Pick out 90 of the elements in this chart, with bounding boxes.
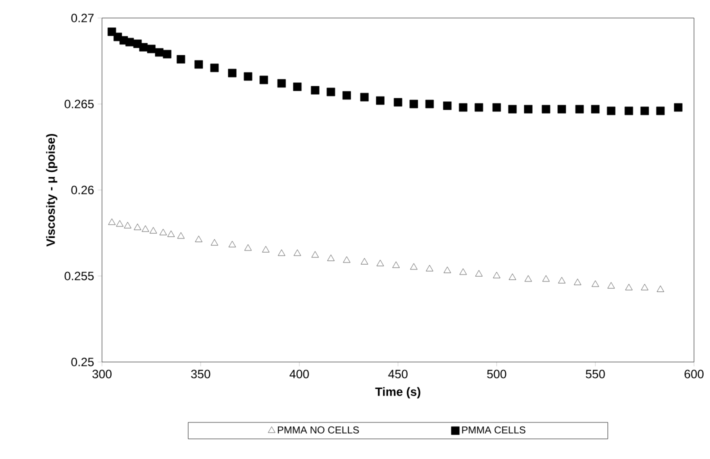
y-tick-label: 0.255 — [64, 272, 94, 280]
point — [624, 106, 634, 116]
point — [607, 282, 615, 289]
point — [310, 86, 320, 94]
point — [326, 88, 336, 96]
point — [293, 82, 302, 92]
point — [108, 218, 116, 225]
point — [558, 104, 566, 114]
point — [575, 104, 584, 114]
x-tick-label: 550 — [586, 370, 605, 378]
point — [147, 44, 156, 54]
point — [194, 60, 203, 69]
y-tick-label: 0.27 — [71, 14, 94, 22]
point — [150, 227, 157, 234]
point — [458, 103, 468, 112]
point — [260, 76, 268, 84]
point — [124, 222, 132, 228]
point — [162, 50, 172, 58]
point — [177, 232, 185, 239]
point — [228, 240, 236, 248]
point — [278, 249, 286, 256]
point — [294, 249, 302, 256]
point — [228, 68, 236, 78]
point — [195, 236, 202, 242]
point — [392, 261, 400, 268]
point — [674, 103, 682, 112]
point — [574, 278, 582, 286]
point — [640, 106, 649, 116]
point — [410, 100, 418, 108]
point — [508, 274, 516, 280]
point — [262, 246, 270, 252]
x-tick-label: 400 — [290, 370, 309, 378]
point — [210, 239, 218, 246]
x-tick-label: 350 — [191, 370, 210, 378]
point — [542, 275, 550, 282]
point — [425, 100, 434, 108]
point — [641, 284, 648, 290]
point — [277, 79, 286, 88]
point — [444, 266, 451, 274]
point — [542, 104, 550, 114]
point — [327, 254, 335, 261]
point — [139, 43, 148, 52]
point — [376, 96, 384, 105]
point — [160, 228, 167, 236]
point — [475, 270, 483, 276]
point — [343, 256, 350, 263]
y-tick-label: 0.265 — [64, 100, 94, 108]
point — [474, 103, 484, 112]
point — [244, 244, 252, 251]
point — [656, 106, 665, 116]
point — [508, 104, 517, 114]
point — [591, 104, 600, 114]
point — [656, 286, 664, 292]
point — [394, 98, 402, 106]
x-tick-label: 300 — [92, 370, 112, 378]
legend-label: PMMA NO CELLS — [278, 426, 359, 434]
point — [125, 38, 134, 46]
x-tick-label: 500 — [487, 370, 506, 378]
point — [459, 268, 467, 275]
legend-label: PMMA CELLS — [462, 426, 526, 434]
x-tick-label: 450 — [388, 370, 408, 378]
point — [493, 272, 500, 278]
point — [426, 264, 434, 272]
point — [155, 48, 164, 57]
point — [524, 104, 532, 114]
point — [625, 284, 633, 290]
point — [360, 258, 368, 264]
point — [342, 91, 351, 100]
point — [410, 263, 418, 270]
point — [376, 260, 384, 266]
point — [558, 276, 566, 284]
point — [443, 102, 452, 110]
point — [606, 106, 616, 116]
point — [524, 275, 532, 282]
point — [116, 220, 124, 227]
y-axis-title: Viscosity - μ (poise) — [46, 134, 58, 246]
point — [134, 224, 142, 230]
point — [210, 64, 219, 72]
point — [244, 72, 252, 81]
point — [142, 225, 150, 232]
x-tick-label: 600 — [684, 370, 704, 378]
y-tick-label: 0.25 — [71, 358, 94, 366]
point — [311, 251, 319, 258]
point — [360, 92, 369, 102]
x-axis-title: Time (s) — [375, 387, 420, 398]
point — [492, 103, 501, 112]
point — [176, 55, 186, 64]
y-tick-label: 0.26 — [71, 186, 94, 194]
point — [167, 230, 175, 237]
point — [592, 280, 599, 287]
